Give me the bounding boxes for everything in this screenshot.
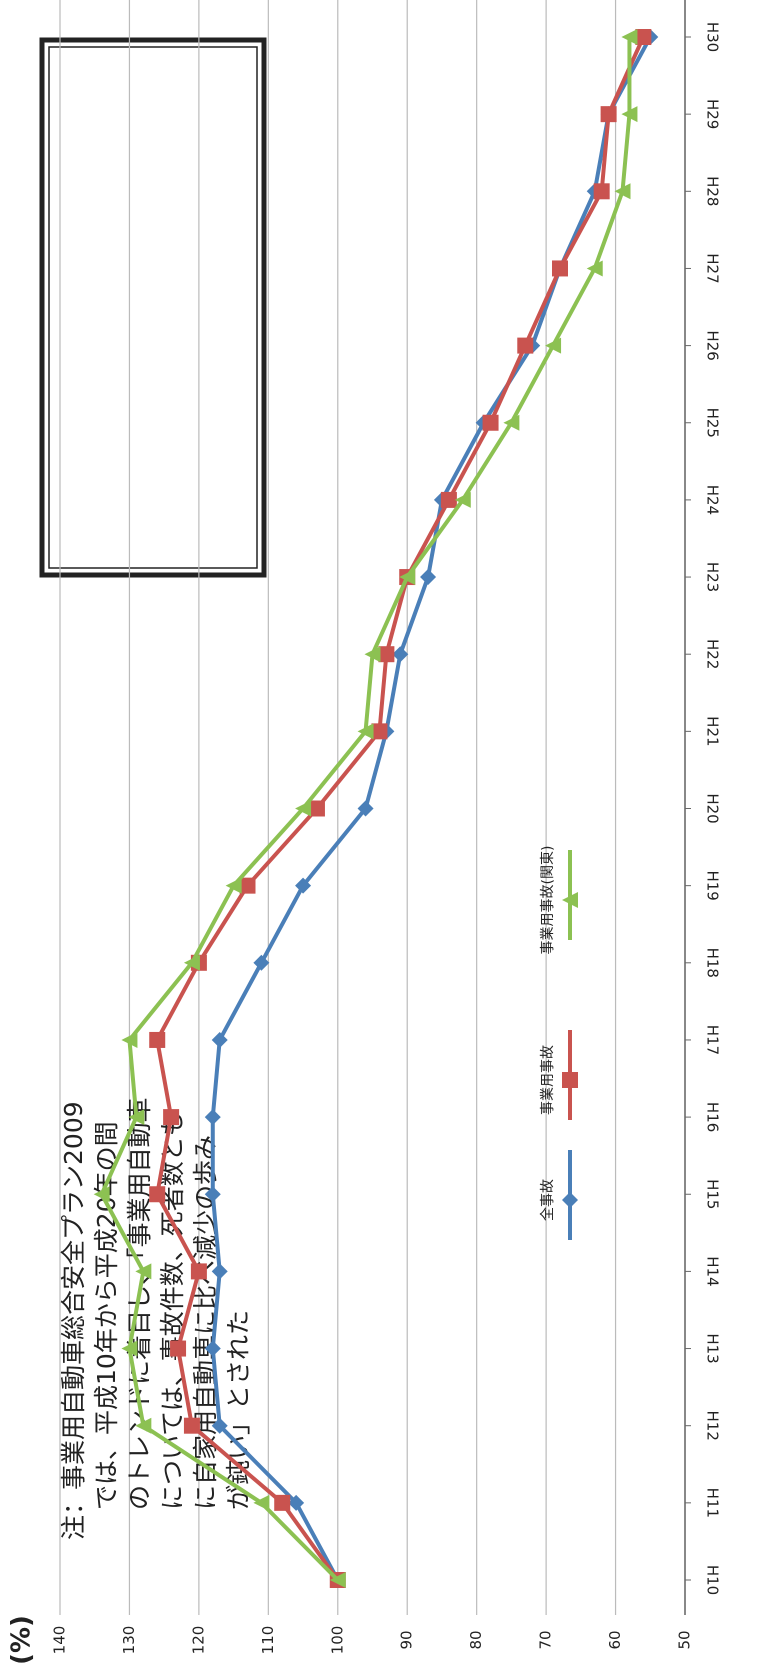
marker bbox=[149, 1031, 166, 1048]
marker bbox=[545, 337, 562, 354]
annotation-line: 注：事業用自動車総合安全プラン2009 bbox=[59, 1101, 88, 1540]
x-tick-label: H30 bbox=[704, 22, 722, 52]
x-tick-label: H27 bbox=[704, 253, 722, 283]
annotation-box-inner bbox=[48, 46, 258, 569]
y-tick-label: 110 bbox=[259, 1626, 277, 1655]
marker bbox=[121, 1031, 138, 1048]
marker bbox=[614, 183, 631, 200]
marker bbox=[621, 29, 638, 45]
marker bbox=[93, 1186, 110, 1203]
marker bbox=[163, 1109, 180, 1126]
marker bbox=[621, 106, 638, 123]
marker bbox=[600, 106, 617, 123]
legend-label: 事業用事故 bbox=[540, 1045, 556, 1115]
x-tick-label: H10 bbox=[704, 1565, 722, 1595]
annotation-box bbox=[39, 37, 267, 578]
marker bbox=[135, 1417, 152, 1434]
marker bbox=[211, 1417, 228, 1434]
y-tick-label: 70 bbox=[537, 1630, 555, 1649]
marker bbox=[517, 337, 534, 354]
unit-label: (%) bbox=[7, 1615, 37, 1665]
marker bbox=[204, 1340, 221, 1357]
marker bbox=[149, 1186, 166, 1203]
x-tick-label: H14 bbox=[704, 1256, 722, 1286]
y-tick-label: 50 bbox=[676, 1630, 694, 1649]
y-tick-label: 140 bbox=[51, 1626, 69, 1655]
x-tick-label: H16 bbox=[704, 1102, 722, 1132]
x-tick-label: H18 bbox=[704, 948, 722, 978]
marker bbox=[371, 723, 388, 740]
marker bbox=[503, 414, 520, 431]
marker bbox=[170, 1340, 187, 1357]
marker bbox=[392, 646, 409, 663]
y-tick-label: 120 bbox=[189, 1626, 207, 1655]
marker bbox=[253, 1494, 270, 1511]
marker bbox=[329, 1572, 346, 1588]
marker bbox=[225, 877, 242, 894]
marker bbox=[121, 1340, 138, 1357]
legend-marker bbox=[562, 1072, 578, 1088]
marker bbox=[552, 260, 568, 277]
marker bbox=[440, 491, 457, 508]
marker bbox=[593, 183, 610, 200]
marker bbox=[253, 954, 270, 971]
series-line bbox=[210, 36, 653, 1581]
marker bbox=[211, 1263, 228, 1280]
x-tick-label: H20 bbox=[704, 793, 722, 823]
marker bbox=[635, 29, 652, 45]
marker bbox=[364, 646, 381, 663]
marker bbox=[295, 877, 312, 894]
marker bbox=[308, 800, 325, 817]
marker bbox=[420, 569, 437, 586]
marker bbox=[357, 800, 374, 817]
marker bbox=[399, 569, 416, 586]
y-tick-label: 90 bbox=[398, 1630, 416, 1649]
legend-marker bbox=[562, 1192, 578, 1208]
legend-marker bbox=[562, 892, 578, 908]
x-tick-label: H19 bbox=[704, 870, 722, 900]
marker bbox=[378, 646, 395, 663]
marker bbox=[295, 800, 312, 817]
annotation-line: が鈍い」とされた bbox=[224, 1310, 253, 1510]
marker bbox=[190, 1263, 207, 1280]
marker bbox=[274, 1494, 291, 1511]
x-tick-label: H26 bbox=[704, 330, 722, 360]
x-tick-label: H11 bbox=[704, 1488, 722, 1518]
marker bbox=[183, 954, 200, 971]
x-tick-label: H23 bbox=[704, 562, 722, 592]
x-tick-label: H17 bbox=[704, 1025, 722, 1055]
x-tick-label: H15 bbox=[704, 1179, 722, 1209]
marker bbox=[357, 723, 374, 740]
marker bbox=[204, 1109, 221, 1126]
marker bbox=[183, 1417, 200, 1434]
y-tick-label: 130 bbox=[120, 1626, 138, 1655]
x-tick-label: H28 bbox=[704, 176, 722, 206]
x-tick-label: H13 bbox=[704, 1333, 722, 1363]
y-tick-label: 80 bbox=[467, 1630, 485, 1649]
x-tick-label: H25 bbox=[704, 408, 722, 438]
x-tick-label: H21 bbox=[704, 716, 722, 746]
marker bbox=[586, 260, 603, 277]
x-tick-label: H29 bbox=[704, 99, 722, 129]
y-tick-label: 60 bbox=[606, 1630, 624, 1649]
marker bbox=[135, 1263, 152, 1280]
marker bbox=[454, 491, 471, 508]
marker bbox=[482, 414, 499, 431]
legend-label: 全事故 bbox=[539, 1179, 556, 1221]
marker bbox=[288, 1494, 305, 1511]
y-tick-label: 100 bbox=[328, 1626, 346, 1655]
marker bbox=[128, 1109, 145, 1126]
x-tick-label: H12 bbox=[704, 1411, 722, 1441]
marker bbox=[211, 1031, 228, 1048]
marker bbox=[204, 1186, 221, 1203]
x-tick-label: H24 bbox=[704, 485, 722, 515]
legend-label: 事業用事故(関東) bbox=[540, 846, 556, 955]
x-tick-label: H22 bbox=[704, 639, 722, 669]
marker bbox=[239, 877, 256, 894]
